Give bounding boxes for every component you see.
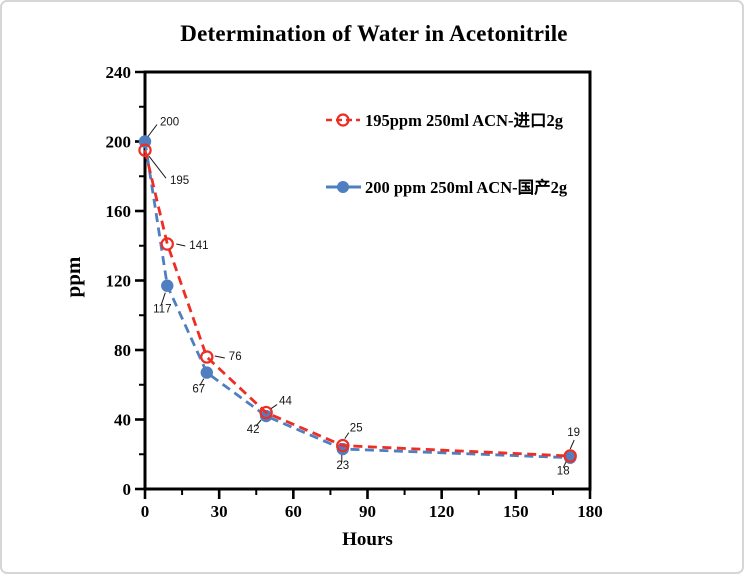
axis-ticks-layer: 0 30 60 90 120 150 180 0 40 80 120 160 200 240: [106, 63, 603, 521]
point-label: 200: [160, 117, 179, 129]
data-point-open-circle: [336, 438, 350, 453]
point-label: 117: [153, 304, 171, 316]
x-tick-label: 60: [285, 502, 302, 521]
y-tick-label: 80: [114, 341, 131, 360]
point-label-leader: [176, 243, 186, 247]
point-label-leader: [148, 155, 167, 179]
legend-open-circle-icon: [336, 113, 350, 127]
x-tick-label: 90: [359, 502, 376, 521]
legend-item-imported: 195ppm 250ml ACN-进口2g: [326, 111, 564, 130]
point-label-leader: [270, 404, 278, 410]
point-label-leader: [255, 419, 262, 427]
point-label-leader: [569, 439, 575, 450]
point-label-leader: [147, 124, 158, 137]
data-point-open-circle: [160, 237, 174, 251]
data-point-open-circle: [563, 449, 577, 463]
point-label: 195: [170, 175, 189, 187]
chart-title: Determination of Water in Acetonitrile: [180, 21, 568, 46]
x-tick-label: 30: [211, 502, 228, 521]
point-label: 67: [192, 384, 205, 396]
point-labels-layer: 200 117 67 42 23 18 195 141 76 44 25 19: [147, 117, 580, 478]
point-label: 141: [189, 240, 208, 252]
data-point-filled-circle: [200, 366, 214, 379]
y-tick-label: 160: [106, 202, 132, 221]
point-label-leader: [214, 355, 225, 359]
point-label: 42: [247, 424, 260, 436]
x-tick-label: 180: [577, 502, 603, 521]
y-tick-label: 240: [106, 63, 132, 82]
legend-label-imported: 195ppm 250ml ACN-进口2g: [365, 111, 564, 130]
y-axis-title: ppm: [60, 256, 85, 298]
legend-filled-circle-icon: [337, 181, 349, 193]
point-label: 44: [279, 396, 292, 408]
series-line-0: [143, 149, 571, 458]
point-label-leader: [199, 378, 205, 386]
series-layer: [138, 135, 577, 464]
point-label: 23: [336, 460, 349, 472]
x-tick-label: 150: [503, 502, 529, 521]
data-point-open-circle: [138, 143, 152, 157]
y-tick-label: 0: [123, 480, 132, 499]
data-point-filled-circle: [161, 279, 174, 292]
legend-label-domestic: 200 ppm 250ml ACN-国产2g: [365, 177, 568, 197]
data-point-open-circle: [200, 350, 214, 364]
point-label-leader: [160, 292, 166, 305]
legend: 195ppm 250ml ACN-进口2g 200 ppm 250ml ACN-…: [326, 111, 568, 197]
data-point-open-circle: [259, 405, 273, 420]
point-label: 19: [567, 427, 580, 439]
point-label-leader: [344, 432, 350, 439]
point-label: 76: [229, 351, 242, 363]
x-tick-label: 120: [429, 502, 455, 521]
series-line-1: [143, 141, 571, 460]
data-point-filled-circle: [259, 409, 273, 423]
point-label-leader: [562, 461, 567, 468]
legend-item-domestic: 200 ppm 250ml ACN-国产2g: [326, 177, 568, 197]
y-tick-label: 120: [106, 272, 132, 291]
point-label: 18: [557, 466, 570, 478]
point-label: 25: [350, 423, 363, 435]
x-tick-label: 0: [141, 502, 150, 521]
plot-frame: [143, 70, 592, 491]
x-axis-title: Hours: [342, 529, 393, 550]
y-tick-label: 40: [114, 411, 131, 430]
y-tick-label: 200: [106, 133, 132, 152]
